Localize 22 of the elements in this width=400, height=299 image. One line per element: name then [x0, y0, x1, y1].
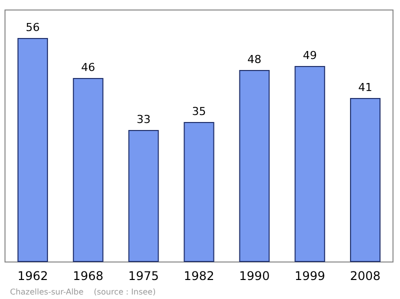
x-tick-label: 1982	[184, 269, 214, 283]
x-tick-label: 1968	[72, 269, 104, 283]
bar	[17, 38, 48, 262]
x-tick-label: 2008	[350, 269, 381, 283]
data-label: 49	[302, 49, 317, 62]
data-label: 33	[136, 113, 151, 126]
data-label: 35	[192, 105, 206, 118]
x-tick-label: 1975	[128, 269, 159, 283]
data-label: 56	[26, 21, 40, 34]
x-tick-label: 1962	[17, 269, 48, 283]
data-label: 46	[81, 61, 96, 74]
bar	[72, 78, 104, 262]
bar	[184, 122, 214, 262]
bar	[294, 66, 326, 262]
x-tick-label: 1990	[239, 269, 270, 283]
bar	[128, 130, 159, 262]
text: Chazelles-sur-Albe (source : Insee)	[10, 288, 156, 296]
bar	[239, 70, 270, 262]
data-label: 41	[358, 81, 372, 94]
data-label: 48	[247, 53, 262, 66]
x-tick-label: 1999	[294, 269, 326, 283]
bar	[350, 98, 381, 262]
